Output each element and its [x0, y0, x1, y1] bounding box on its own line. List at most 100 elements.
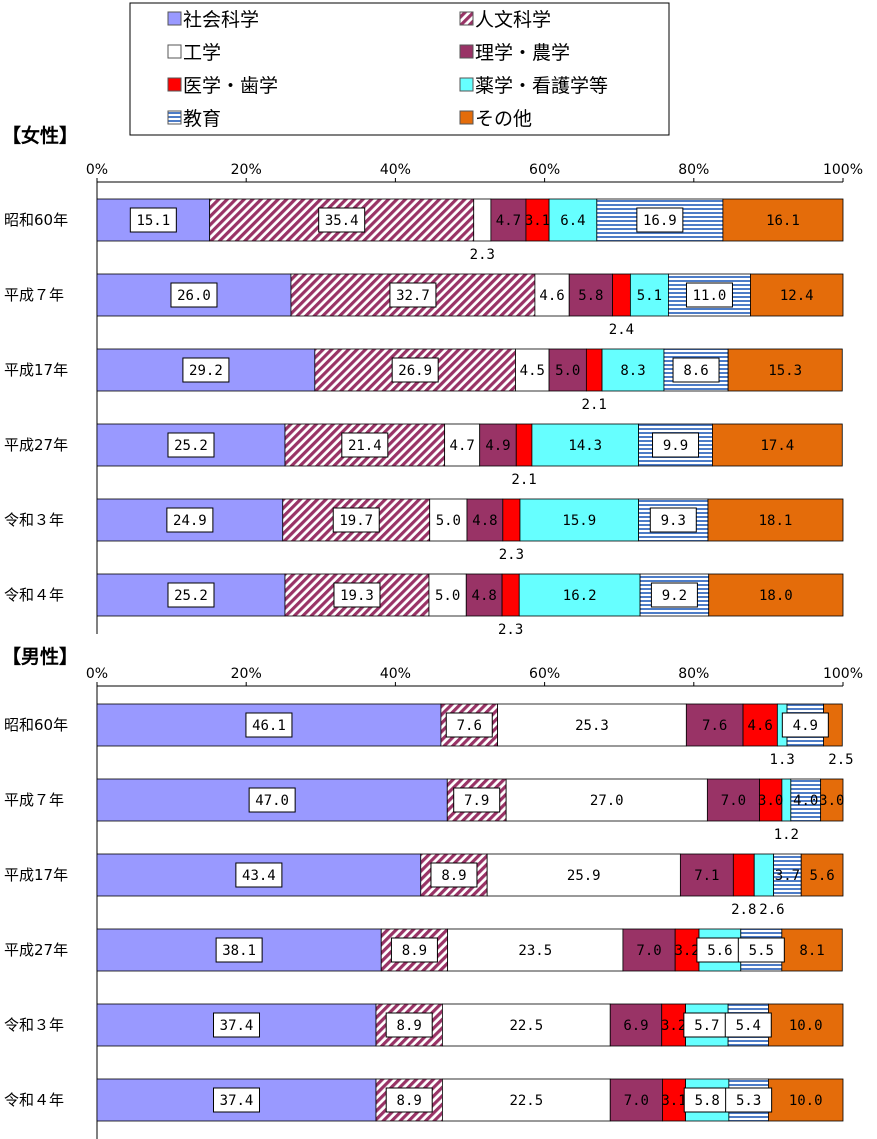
value-label: 22.5: [509, 1093, 543, 1109]
category-label: 平成７年: [4, 286, 64, 304]
value-label-box: [725, 1087, 773, 1113]
value-label: 21.4: [348, 438, 382, 454]
value-label: 6.4: [560, 213, 585, 229]
x-tick-label: 80%: [678, 162, 709, 178]
bar-segment: [534, 273, 570, 317]
bar-segment: [601, 348, 665, 392]
bar-segment: [466, 498, 504, 542]
bar-segment: [742, 703, 778, 747]
bar-segment: [447, 928, 624, 972]
value-label: 19.7: [339, 513, 373, 529]
value-label: 5.6: [707, 943, 732, 959]
bar-segment: [486, 853, 681, 897]
panel-female: 【女性】 0% 20% 40% 60% 80% 100% 昭和60年 15.1 35.4 2.3 4.…: [2, 124, 863, 638]
bar-segment: [622, 928, 676, 972]
panel-male: 【男性】 0% 20% 40% 60% 80% 100% 昭和60年 46.1 7.6 25.3 7.…: [2, 645, 863, 1139]
value-label-box: [245, 712, 293, 738]
bar-segment: [568, 273, 613, 317]
category-label: 平成27年: [4, 941, 68, 959]
value-label: 3.0: [758, 793, 783, 809]
value-label: 25.2: [174, 588, 208, 604]
value-label: 8.1: [799, 943, 824, 959]
value-label: 6.9: [623, 1018, 648, 1034]
panel-title: 【女性】: [2, 124, 78, 147]
bar-segment: [596, 198, 724, 242]
value-label: 5.8: [695, 1093, 720, 1109]
legend-swatch: [459, 77, 474, 92]
value-label: 7.6: [702, 718, 727, 734]
value-label: 23.5: [518, 943, 552, 959]
value-label: 37.4: [220, 1018, 254, 1034]
bar-segment: [773, 853, 802, 897]
bar-segment: [441, 1078, 611, 1122]
legend-label: 工学: [183, 42, 221, 64]
legend-label: 社会科学: [183, 9, 259, 31]
value-label: 7.1: [694, 868, 719, 884]
value-label-box: [235, 862, 283, 888]
value-label-box: [167, 582, 215, 608]
value-label: 7.0: [636, 943, 661, 959]
value-label: 2.4: [609, 322, 634, 338]
x-tick-label: 20%: [231, 666, 262, 682]
bar-segment: [708, 573, 844, 617]
legend-label: 理学・農学: [475, 42, 570, 64]
value-label-box: [430, 862, 478, 888]
value-label: 9.3: [661, 513, 686, 529]
value-label-box: [213, 1087, 261, 1113]
value-label: 4.7: [496, 213, 521, 229]
value-label: 8.9: [441, 868, 466, 884]
value-label: 2.5: [828, 752, 853, 768]
x-tick-label: 100%: [823, 666, 863, 682]
value-label-box: [213, 1012, 261, 1038]
value-label: 7.0: [721, 793, 746, 809]
category-label: 昭和60年: [4, 716, 68, 734]
x-tick-label: 80%: [678, 666, 709, 682]
bar-segment: [609, 1078, 663, 1122]
value-label-box: [166, 507, 214, 533]
value-label: 46.1: [252, 718, 286, 734]
value-label-box: [389, 282, 437, 308]
bar-segment: [518, 573, 641, 617]
value-label: 2.3: [498, 622, 523, 638]
x-tick-label: 0%: [86, 666, 108, 682]
value-label: 18.0: [759, 588, 793, 604]
category-label: 平成17年: [4, 361, 68, 379]
value-label: 14.3: [568, 438, 602, 454]
category-label: 令和３年: [4, 1016, 64, 1034]
value-label: 4.0: [793, 793, 818, 809]
value-label: 17.4: [760, 438, 794, 454]
value-label-box: [390, 937, 438, 963]
value-label: 16.2: [563, 588, 597, 604]
value-label: 5.7: [694, 1018, 719, 1034]
value-label: 25.9: [567, 868, 601, 884]
value-label-box: [167, 432, 215, 458]
x-tick-label: 60%: [529, 162, 560, 178]
value-label-box: [170, 282, 218, 308]
value-label: 4.8: [472, 513, 497, 529]
x-tick-label: 100%: [823, 162, 863, 178]
value-label: 5.8: [578, 288, 603, 304]
value-label: 4.6: [539, 288, 564, 304]
bar-segment: [685, 703, 744, 747]
x-tick-label: 0%: [86, 162, 108, 178]
bar-segment: [781, 928, 843, 972]
value-label: 16.9: [643, 213, 677, 229]
value-label: 8.9: [397, 1093, 422, 1109]
bar-segment: [629, 273, 669, 317]
value-label: 26.9: [398, 363, 432, 379]
value-label: 15.1: [136, 213, 170, 229]
bar-segment: [548, 348, 587, 392]
value-label: 29.2: [189, 363, 223, 379]
value-label-box: [341, 432, 389, 458]
bar-segment: [679, 853, 734, 897]
value-label: 22.5: [509, 1018, 543, 1034]
legend-swatch: [167, 77, 182, 92]
legend-swatch: [459, 110, 474, 125]
value-label: 3.7: [775, 868, 800, 884]
value-label: 7.0: [624, 1093, 649, 1109]
bar-segment: [768, 1078, 844, 1122]
value-label-box: [737, 937, 785, 963]
value-label-box: [385, 1012, 433, 1038]
legend-swatch: [459, 11, 474, 26]
